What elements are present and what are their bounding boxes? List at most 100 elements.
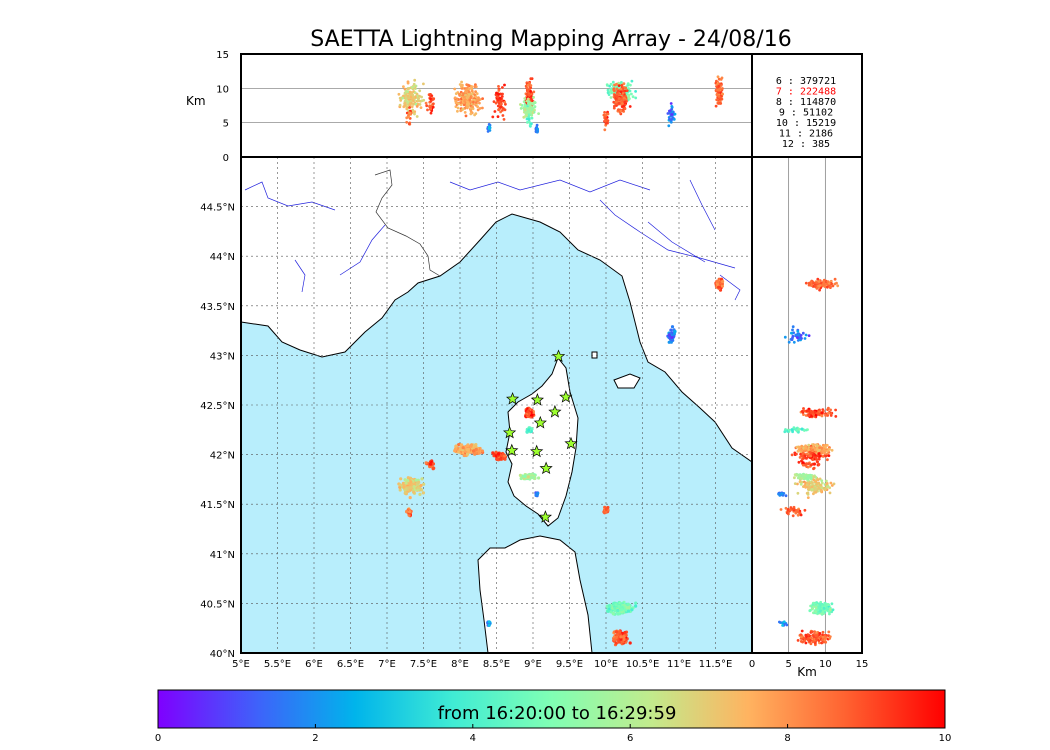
side-source-point [800, 454, 804, 458]
altitude-source-point [470, 85, 473, 88]
map-source-point [465, 452, 469, 456]
altitude-source-point [495, 91, 498, 95]
altitude-source-point [715, 93, 719, 96]
longitude-tick-label: 11.5°E [699, 659, 733, 670]
legend-entry-key: 7 : [776, 87, 800, 98]
legend-entry-count: 114870 [800, 97, 836, 108]
side-source-point [780, 492, 784, 495]
altitude-source-point [615, 87, 619, 91]
map-source-point [619, 635, 623, 639]
altitude-source-point [503, 100, 507, 104]
legend-entry: 9 : 51102 [779, 108, 833, 119]
side-source-point [823, 602, 827, 606]
side-source-point [817, 606, 821, 610]
side-source-point [828, 491, 832, 495]
altitude-source-point [401, 96, 404, 100]
side-source-point [803, 337, 807, 340]
side-source-point [804, 641, 808, 645]
side-source-point [810, 410, 813, 414]
altitude-source-point [502, 118, 506, 121]
latitude-tick-label: 41.5°N [200, 500, 235, 511]
altitude-source-point [528, 82, 531, 85]
map-source-point [634, 604, 638, 608]
map-source-point [471, 449, 476, 453]
station-star-marker [529, 444, 544, 458]
altitude-source-point [462, 95, 466, 99]
altitude-source-point [673, 112, 677, 116]
map-source-point [622, 635, 626, 639]
altitude-source-point [412, 102, 415, 106]
map-source-point [398, 488, 402, 492]
latitude-tick-label: 42.5°N [200, 401, 235, 412]
side-source-point [814, 606, 818, 609]
altitude-source-point [529, 86, 533, 90]
side-source-point [815, 447, 819, 451]
altitude-source-point [459, 109, 463, 113]
map-source-point [399, 477, 403, 481]
altitude-source-point [411, 99, 415, 102]
side-source-point [801, 331, 805, 335]
altitude-source-point [472, 100, 475, 104]
altitude-source-point [428, 93, 432, 96]
side-source-point [806, 496, 810, 499]
side-source-point [822, 606, 826, 610]
altitude-source-point [533, 105, 537, 108]
altitude-source-point [537, 112, 540, 115]
side-source-point [816, 460, 819, 464]
altitude-source-point [414, 102, 418, 106]
legend-entry-count: 15219 [806, 118, 836, 129]
altitude-source-point [609, 82, 613, 86]
side-source-point [828, 486, 831, 490]
altitude-source-point [408, 90, 412, 94]
altitude-source-point [719, 102, 723, 105]
side-source-point [802, 456, 806, 460]
altitude-source-point [408, 111, 411, 115]
side-source-point [807, 409, 811, 413]
side-source-point [803, 476, 807, 479]
side-source-point [798, 474, 801, 477]
altitude-source-point [465, 102, 469, 106]
altitude-source-point [408, 103, 412, 107]
altitude-source-point [603, 119, 607, 123]
altitude-source-point [487, 123, 491, 126]
side-source-point [779, 508, 783, 511]
capraia-island [591, 351, 598, 359]
longitude-tick-label: 9.5°E [556, 659, 583, 670]
legend-entry-key: 6 : [776, 76, 800, 87]
side-source-point [804, 446, 808, 450]
side-source-point [820, 481, 824, 485]
map-source-point [407, 513, 411, 517]
altitude-source-point [604, 113, 608, 117]
altitude-source-point [422, 98, 426, 102]
altitude-source-point [613, 104, 616, 108]
map-source-point [614, 603, 618, 607]
side-source-point [787, 428, 791, 432]
map-source-point [526, 475, 530, 479]
altitude-source-point [529, 102, 532, 106]
altitude-tick-label: 10 [216, 84, 229, 95]
altitude-source-point [525, 107, 529, 111]
altitude-source-point [472, 102, 475, 106]
colorbar: from 16:20:00 to 16:29:59 0 2 4 6 8 10 [155, 689, 951, 744]
side-source-point [805, 635, 808, 639]
side-source-point [805, 483, 809, 487]
legend-entry: 6 : 379721 [776, 76, 836, 87]
side-gridlines [788, 157, 826, 653]
side-source-point [829, 414, 833, 417]
altitude-source-point [522, 100, 526, 103]
latitude-tick-label: 44.5°N [200, 203, 235, 214]
map-source-point [634, 601, 638, 605]
altitude-source-point [526, 97, 530, 101]
map-panel: 5°E 5.5°E 6°E 6.5°E 7°E 7.5°E 8°E 8.5°E 9°E 9.5°E… [200, 156, 753, 670]
side-source-point [810, 488, 814, 491]
side-source-point [791, 325, 795, 329]
map-source-point [402, 482, 406, 486]
side-source-point [803, 429, 806, 432]
altitude-source-point [530, 113, 534, 117]
side-source-point [801, 474, 805, 477]
side-source-point [804, 444, 807, 448]
map-source-point [497, 452, 501, 456]
altitude-source-point [465, 105, 469, 109]
altitude-source-point [519, 107, 523, 110]
